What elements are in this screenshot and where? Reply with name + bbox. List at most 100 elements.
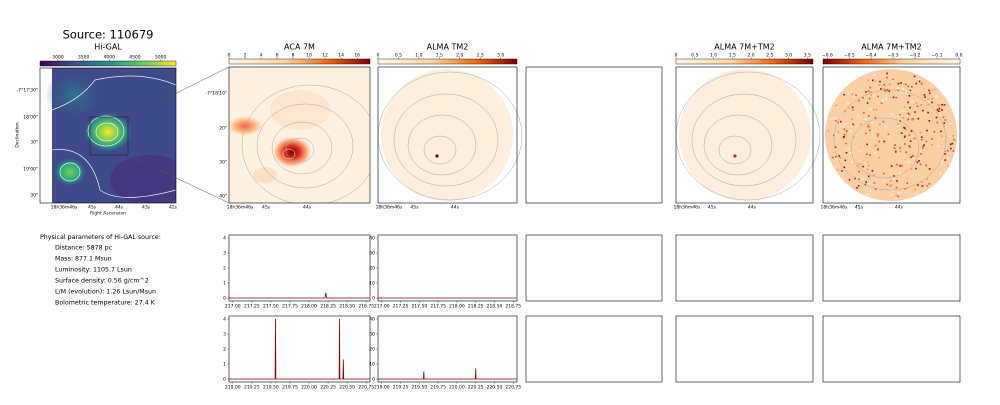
speckle-pixel (876, 117, 879, 120)
y-tick-label: 3 (223, 332, 226, 338)
speckle-pixel (909, 89, 912, 92)
speckle-pixel (941, 160, 943, 163)
y-tick-label: 10 (369, 281, 375, 287)
speckle-pixel (838, 155, 841, 157)
x-tick-label: 219.50 (411, 385, 427, 391)
speckle-pixel (875, 108, 878, 111)
y-tick-label: 1 (223, 281, 226, 287)
speckle-pixel (837, 121, 839, 124)
speckle-pixel (882, 120, 885, 123)
speckle-pixel (887, 135, 890, 137)
speckle-pixel (835, 104, 838, 107)
speckle-pixel (868, 164, 870, 167)
speckle-pixel (845, 142, 847, 145)
speckle-pixel (928, 183, 931, 185)
speckle-pixel (953, 140, 956, 143)
map-frame (377, 66, 518, 204)
figure-title: Source: 110679 (63, 28, 154, 42)
speckle-pixel (944, 153, 946, 155)
speckle-pixel (897, 195, 900, 198)
speckle-pixel (851, 93, 853, 95)
colorbar-tick-label: 16 (354, 53, 360, 59)
x-tick-label: 217.25 (393, 304, 409, 310)
speckle-pixel (852, 108, 854, 111)
speckle-pixel (947, 165, 949, 167)
speckle-pixel (922, 100, 925, 103)
speckle-pixel (834, 117, 836, 120)
colorbar-tick-label: 1.5 (729, 53, 736, 59)
speckle-pixel (835, 155, 837, 158)
speckle-pixel (912, 119, 914, 121)
colorbar-tick-label: 3.0 (497, 53, 504, 59)
speckle-pixel (836, 157, 839, 160)
speckle-pixel (854, 151, 856, 153)
x-tick-label: 219.00 (225, 385, 241, 391)
x-tick-label: 44s (451, 205, 460, 211)
colorbar (377, 58, 518, 65)
speckle-pixel (876, 81, 878, 84)
x-axis-label: Right Ascension (90, 211, 126, 217)
speckle-pixel (907, 118, 909, 121)
speckle-pixel (834, 110, 836, 113)
speckle-pixel (919, 97, 921, 100)
speckle-pixel (889, 180, 892, 182)
speckle-pixel (865, 132, 867, 135)
speckle-pixel (860, 138, 863, 141)
y-tick-label: 30 (369, 251, 375, 257)
speckle-pixel (889, 138, 891, 141)
colorbar (39, 60, 177, 67)
speckle-pixel (915, 102, 918, 104)
speckle-pixel (850, 90, 853, 93)
speckle-pixel (876, 88, 879, 90)
speckle-pixel (903, 134, 905, 137)
speckle-pixel (839, 123, 841, 125)
speckle-pixel (876, 166, 879, 169)
colorbar-tick-label: 6 (276, 53, 279, 59)
colorbar-tick-label: 0.5 (395, 53, 402, 59)
colorbar-tick-label: 0 (675, 53, 678, 59)
x-tick-label: 45s (410, 205, 419, 211)
speckle-pixel (940, 130, 942, 133)
speckle-pixel (873, 182, 876, 184)
speckle-pixel (941, 117, 944, 120)
x-tick-label: 219.25 (393, 385, 409, 391)
speckle-pixel (910, 129, 912, 132)
speckle-pixel (886, 72, 888, 75)
speckle-pixel (954, 139, 957, 142)
speckle-pixel (938, 107, 941, 110)
x-tick-label: 44s (115, 205, 124, 211)
combined-image (679, 69, 811, 201)
speckle-pixel (858, 163, 861, 165)
speckle-pixel (848, 127, 850, 130)
empty-panel (675, 315, 814, 383)
x-tick-label: 219.00 (374, 385, 390, 391)
speckle-pixel (866, 161, 869, 163)
y-tick-label: -7°18'10" (206, 91, 228, 97)
speckle-pixel (933, 100, 935, 102)
speckle-pixel (849, 130, 852, 133)
x-tick-label: 45s (708, 205, 717, 211)
y-tick-label: 19'00" (23, 167, 38, 173)
speckle-pixel (883, 180, 885, 183)
speckle-pixel (952, 150, 955, 152)
speckle-pixel (909, 140, 912, 142)
empty-panel (525, 66, 663, 204)
speckle-pixel (904, 127, 906, 130)
speckle-pixel (939, 172, 942, 174)
speckle-pixel (901, 109, 904, 112)
colorbar-tick-label: −0.3 (888, 53, 899, 59)
speckle-pixel (898, 192, 900, 194)
speckle-pixel (895, 149, 897, 152)
speckle-pixel (923, 94, 926, 96)
speckle-pixel (839, 120, 842, 123)
speckle-pixel (892, 78, 895, 80)
x-tick-label: 220.25 (468, 385, 484, 391)
speckle-pixel (920, 150, 922, 152)
colorbar-tick-label: 0.0 (955, 53, 962, 59)
speckle-pixel (862, 97, 864, 99)
speckle-pixel (911, 102, 914, 105)
speckle-pixel (895, 163, 898, 166)
speckle-pixel (920, 104, 922, 106)
colorbar-tick-label: 3500 (78, 55, 90, 61)
speckle-pixel (950, 115, 952, 117)
